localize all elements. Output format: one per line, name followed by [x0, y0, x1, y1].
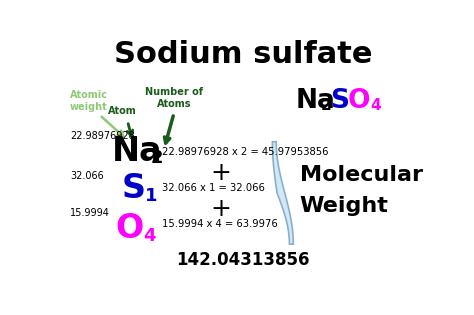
- Text: Number of
Atoms: Number of Atoms: [145, 87, 203, 109]
- Text: Weight: Weight: [300, 196, 388, 216]
- Text: 142.04313856: 142.04313856: [176, 250, 310, 269]
- Text: +: +: [210, 161, 231, 185]
- Text: 22.98976928: 22.98976928: [70, 131, 135, 141]
- Text: 15.9994 x 4 = 63.9976: 15.9994 x 4 = 63.9976: [162, 219, 277, 229]
- Text: Molecular: Molecular: [300, 165, 422, 185]
- Text: 4: 4: [143, 227, 155, 245]
- Text: 2: 2: [151, 149, 163, 167]
- Text: S: S: [121, 172, 145, 205]
- Text: Na: Na: [112, 135, 163, 168]
- Text: Sodium sulfate: Sodium sulfate: [114, 40, 372, 69]
- Polygon shape: [273, 142, 293, 244]
- Text: 4: 4: [370, 98, 381, 113]
- Text: O: O: [115, 212, 143, 245]
- Text: +: +: [210, 197, 231, 221]
- Text: Na: Na: [296, 88, 336, 114]
- Text: 32.066: 32.066: [70, 171, 104, 181]
- Text: 2: 2: [320, 98, 331, 113]
- Text: 15.9994: 15.9994: [70, 208, 110, 218]
- Text: Atom: Atom: [109, 106, 137, 116]
- Text: 1: 1: [145, 187, 157, 205]
- Text: Atomic
weight: Atomic weight: [70, 90, 108, 112]
- Text: S: S: [330, 88, 349, 114]
- Text: 32.066 x 1 = 32.066: 32.066 x 1 = 32.066: [162, 183, 264, 193]
- Text: O: O: [347, 88, 370, 114]
- Text: 22.98976928 x 2 = 45.97953856: 22.98976928 x 2 = 45.97953856: [162, 147, 328, 157]
